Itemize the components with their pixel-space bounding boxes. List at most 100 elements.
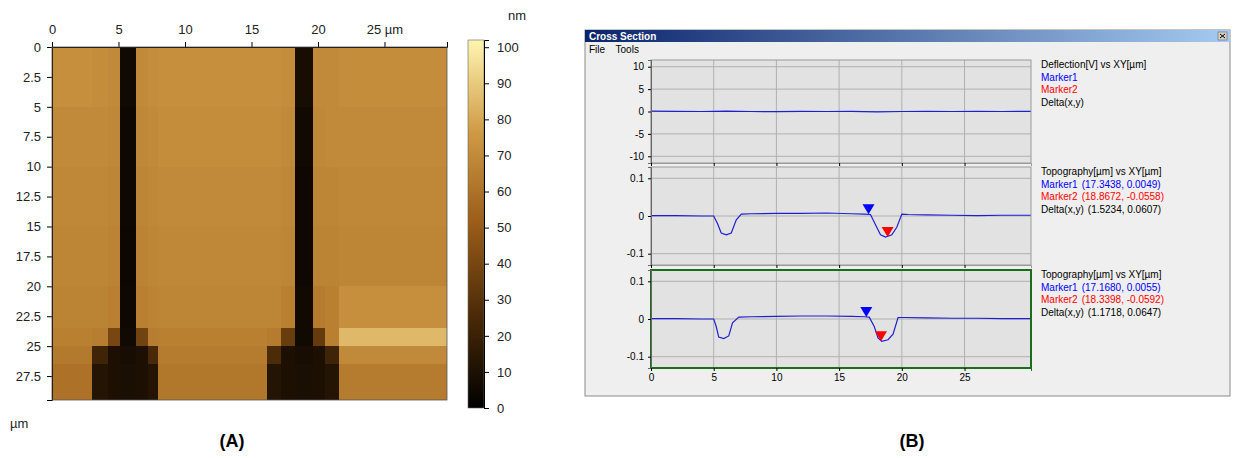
heatmap-cell (92, 346, 108, 364)
heatmap-cell (325, 107, 340, 167)
heatmap-cell (52, 346, 92, 364)
tick-label: 5 (711, 372, 717, 383)
heatmap-cell (281, 47, 296, 107)
grid-line (651, 133, 1031, 134)
tick: -0.1 (627, 351, 651, 362)
heatmap-cell (267, 226, 281, 286)
tick: 20 (897, 368, 909, 383)
legend-entry: Marker1 (1041, 72, 1078, 83)
tick: 12.5 (16, 189, 52, 204)
tick-mark (484, 47, 489, 48)
legend-value: (1.1718, 0.0647) (1088, 307, 1161, 318)
axis-title: µm (10, 416, 28, 431)
tick-label: 0 (638, 314, 644, 325)
tick-label: -5 (635, 129, 644, 140)
tick: -0.1 (627, 248, 651, 259)
heatmap-cell (313, 167, 325, 227)
close-button[interactable] (1218, 32, 1227, 40)
heatmap-cell (158, 167, 268, 227)
tick: 50 (484, 220, 511, 235)
tick: 0.1 (630, 173, 651, 184)
tick-mark (648, 254, 651, 255)
tick: 100 (484, 40, 519, 55)
heatmap-cell (148, 328, 159, 346)
tick-mark (47, 226, 52, 227)
close-icon (1220, 34, 1225, 38)
grid-line (651, 156, 1031, 157)
tick-label: 10 (27, 159, 41, 174)
legend-name: Delta(x,y) (1041, 204, 1084, 215)
heatmap-cell (267, 286, 281, 328)
legend-name: Marker2 (1041, 84, 1078, 95)
heatmap-cell (325, 167, 340, 227)
tick: 10 (178, 22, 192, 47)
legend-entry: Marker2(18.8672, -0.0558) (1041, 191, 1164, 202)
heatmap-cell (295, 346, 313, 364)
tick-mark (902, 163, 903, 166)
heatmap-cell (295, 167, 313, 227)
tick (839, 265, 840, 268)
heatmap-cell (325, 346, 340, 364)
tick-mark (965, 265, 966, 268)
legend-entry: Marker2 (1041, 84, 1078, 95)
heatmap-cell (120, 346, 136, 364)
axis: 0.1 0 -0.1 (627, 271, 652, 369)
tick: 30 (484, 292, 511, 307)
panel-b: Cross SectionFileTools1050-5-10Deflectio… (585, 30, 1230, 451)
heatmap-cell (148, 346, 159, 364)
tick: 90 (484, 76, 511, 91)
tick-label: 10 (178, 22, 192, 37)
heatmap-cell (52, 167, 92, 227)
tick-label: 0.1 (630, 276, 644, 287)
window-title: Cross Section (589, 31, 656, 42)
legend-value: (17.3438, 0.0049) (1082, 179, 1161, 190)
tick-mark (651, 163, 652, 166)
tick (965, 265, 966, 268)
heatmap-cell (339, 346, 447, 364)
tick-mark (714, 163, 715, 166)
heatmap-cell (281, 364, 296, 400)
tick-mark (648, 216, 651, 217)
tick-label: 90 (497, 76, 511, 91)
heatmap-cell (339, 107, 447, 167)
tick (776, 163, 777, 166)
tick (965, 163, 966, 166)
tick-mark (648, 357, 651, 358)
heatmap-cell (313, 328, 325, 346)
menu-item[interactable]: Tools (616, 44, 639, 55)
tick-mark (776, 265, 777, 268)
tick-label: 0 (649, 372, 655, 383)
tick-mark (318, 42, 319, 47)
tick: 10 (27, 159, 52, 174)
tick (776, 265, 777, 268)
plot-marks (651, 204, 1031, 237)
tick: 40 (484, 256, 511, 271)
tick-label: 20 (311, 22, 325, 37)
tick-label: 10 (633, 61, 645, 72)
heatmap-cell (92, 167, 108, 227)
tick-label: 15 (834, 372, 846, 383)
tick (839, 163, 840, 166)
tick-mark (47, 47, 52, 48)
grid-line (651, 178, 1031, 179)
tick: -10 (630, 151, 651, 162)
grid-line (651, 66, 1031, 67)
plot-frame (651, 167, 1031, 265)
heatmap-cell (136, 226, 148, 286)
heatmap-cell (313, 47, 325, 107)
tick: -5 (635, 129, 651, 140)
title-bar (585, 30, 1230, 42)
plot: 0.10-0.1Topography[µm] vs XY[µm]Marker1(… (627, 166, 1164, 268)
tick: 25 (959, 368, 971, 383)
tick-label: 17.5 (16, 249, 41, 264)
tick-label: 60 (497, 184, 511, 199)
axis (652, 265, 1032, 268)
heatmap-cell (295, 328, 313, 346)
tick-mark (484, 83, 489, 84)
heatmap-cell (108, 286, 120, 328)
axis (652, 163, 1032, 166)
tick-label: 5 (34, 99, 41, 114)
grid (651, 60, 1031, 163)
tick-label: 5 (115, 22, 122, 37)
menu-item[interactable]: File (589, 44, 606, 55)
